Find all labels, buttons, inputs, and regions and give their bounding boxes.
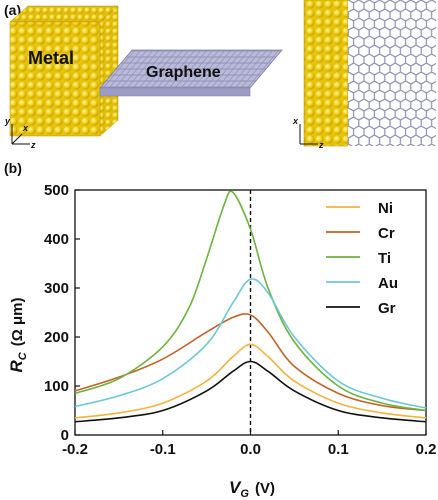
legend-label-ti: Ti bbox=[378, 250, 391, 267]
y-tick-label: 100 bbox=[44, 378, 69, 395]
series-line-gr bbox=[74, 360, 427, 423]
panel-b-chart: -0.2 -0.1 0.0 0.1 0.2 0 100 200 300 400 500 Ni Cr Ti… bbox=[7, 182, 436, 500]
x-tick-label: -0.2 bbox=[62, 441, 88, 458]
y-tick-label: 500 bbox=[44, 182, 69, 199]
series-group bbox=[74, 190, 427, 423]
top-view bbox=[303, 0, 436, 147]
x-tick-label: 0.2 bbox=[416, 441, 437, 458]
legend-label-ni: Ni bbox=[378, 200, 393, 217]
x-tick-label: 0.0 bbox=[240, 441, 261, 458]
y-tick-label: 300 bbox=[44, 280, 69, 297]
plot-frame bbox=[74, 189, 427, 436]
graphene-sheet bbox=[99, 49, 283, 97]
legend-label-cr: Cr bbox=[378, 225, 395, 242]
x-axis-label: VG (V) bbox=[229, 478, 275, 500]
x-tick-label: -0.1 bbox=[150, 441, 176, 458]
series-line-ni bbox=[74, 343, 427, 419]
panel-a-illustration: Metal Graphene y x z x z bbox=[4, 0, 436, 150]
axes-indicator-left bbox=[11, 124, 30, 145]
legend: Ni Cr Ti Au Gr bbox=[326, 200, 398, 317]
tick-group: -0.2 -0.1 0.0 0.1 0.2 0 100 200 300 400 500 bbox=[44, 182, 436, 458]
y-tick-label: 0 bbox=[61, 427, 69, 444]
series-line-cr bbox=[74, 313, 427, 412]
x-tick-label: 0.1 bbox=[328, 441, 349, 458]
metal-block bbox=[9, 5, 119, 137]
panel-b-label: (b) bbox=[4, 160, 22, 176]
y-tick-label: 200 bbox=[44, 329, 69, 346]
axis-y-label-left: y bbox=[4, 116, 11, 126]
y-axis-label: RC(Ω μm) bbox=[7, 298, 29, 373]
legend-label-gr: Gr bbox=[378, 300, 396, 317]
series-line-ti bbox=[74, 190, 427, 412]
y-tick-label: 400 bbox=[44, 231, 69, 248]
panel-a-label: (a) bbox=[4, 2, 22, 18]
graphene-label: Graphene bbox=[146, 64, 221, 81]
axis-z-label-right: z bbox=[318, 140, 324, 150]
axes-indicator-right bbox=[299, 124, 318, 145]
legend-label-au: Au bbox=[378, 275, 398, 292]
series-line-au bbox=[74, 278, 427, 409]
axis-x-label-right: x bbox=[292, 116, 299, 126]
axis-x-label-left: x bbox=[22, 123, 29, 133]
metal-label: Metal bbox=[28, 48, 74, 68]
axis-z-label-left: z bbox=[30, 140, 36, 150]
